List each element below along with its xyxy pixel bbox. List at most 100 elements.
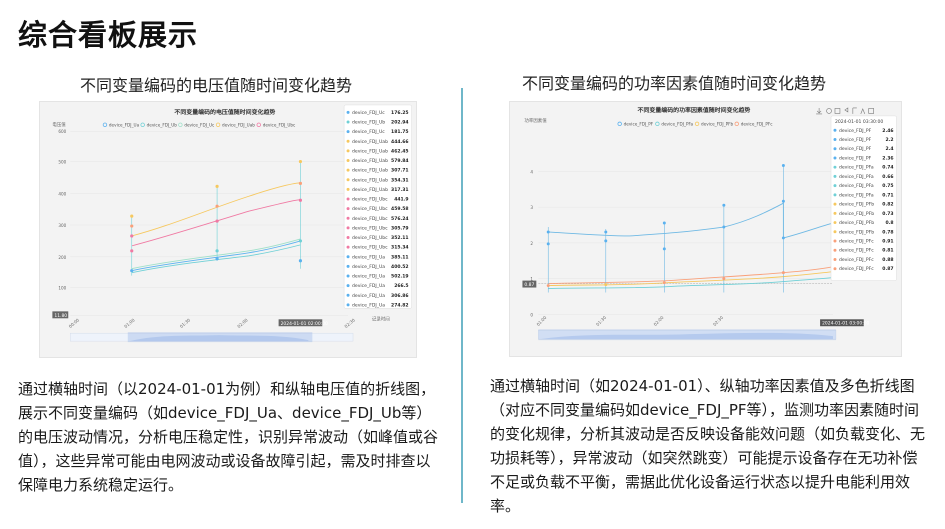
x-tick: 02:00 xyxy=(653,315,665,327)
tooltip-row-marker xyxy=(346,139,350,143)
power-factor-legend[interactable]: device_FDJ_PF device_FDJ_PFa device_FDJ_… xyxy=(617,121,773,126)
power-factor-description: 通过横轴时间（如2024-01-01）、纵轴功率因素值及多色折线图（对应不同变量… xyxy=(490,377,926,515)
legend-item-pf[interactable]: device_FDJ_PF xyxy=(617,121,654,126)
tooltip-row-name: device_FDJ_Ua xyxy=(352,254,385,260)
refresh-icon[interactable] xyxy=(826,108,832,114)
tooltip-row: device_FDJ_Ubc 459.58 xyxy=(346,206,409,212)
tooltip-row-marker xyxy=(346,255,350,259)
power-factor-y-axis-name: 功率因素值 xyxy=(524,117,547,124)
power-factor-chart-title: 不同变量编码的功率因素值随时间变化趋势 xyxy=(638,106,751,114)
tooltip-row-value: 352.11 xyxy=(391,235,409,241)
tooltip-row-marker xyxy=(833,156,837,160)
zoom-window[interactable] xyxy=(127,332,313,343)
x-pointer-label: 2024-01-01 02:00:00 xyxy=(281,321,328,327)
tooltip-row-value: 0.71 xyxy=(882,192,893,198)
tooltip-row: device_FDJ_PF 2.4 xyxy=(833,146,894,152)
svg-text:device_FDJ_PFb: device_FDJ_PFb xyxy=(701,121,734,126)
x-tick: 01:30 xyxy=(595,315,607,327)
tooltip-row: device_FDJ_PFb 0.78 xyxy=(833,229,894,235)
voltage-data-zoom[interactable] xyxy=(70,332,354,343)
tooltip-row-name: device_FDJ_PF xyxy=(839,155,872,161)
legend-item-pfc[interactable]: device_FDJ_PFc xyxy=(734,121,773,126)
voltage-legend[interactable]: device_FDJ_Ua device_FDJ_Ub device_FDJ_U… xyxy=(102,122,296,127)
series-line-pfa xyxy=(548,277,834,289)
tooltip-row-value: 441.9 xyxy=(394,197,408,203)
tooltip-row-marker xyxy=(833,184,837,188)
tooltip-row-value: 0.78 xyxy=(882,229,893,235)
tooltip-row-value: 0.91 xyxy=(882,238,893,244)
tooltip-row-marker xyxy=(833,174,837,178)
voltage-x-ticks: 00:00 01:00 01:30 02:00 02:30 xyxy=(68,317,356,329)
x-tick: 01:00 xyxy=(535,315,547,327)
tooltip-row-marker xyxy=(346,168,350,172)
tooltip-row: device_FDJ_PFa 0.71 xyxy=(833,192,894,198)
tooltip-row: device_FDJ_Uab 354.31 xyxy=(346,177,409,183)
restore-icon[interactable] xyxy=(852,107,857,114)
tooltip-row-value: 2.2 xyxy=(885,137,893,143)
zoom-window[interactable] xyxy=(538,329,836,341)
tooltip-row-marker xyxy=(346,187,350,191)
undo-icon[interactable] xyxy=(844,107,849,113)
power-factor-y-ticks: 4 3 2 1 0 xyxy=(530,169,533,317)
tooltip-row-name: device_FDJ_PFc xyxy=(839,257,874,263)
tooltip-row-name: device_FDJ_Ubc xyxy=(352,235,388,241)
tooltip-row: device_FDJ_PFc 0.81 xyxy=(833,248,894,254)
tooltip-row-value: 400.52 xyxy=(391,264,409,270)
power-factor-series xyxy=(548,202,834,289)
tooltip-row: device_FDJ_Ubc 305.79 xyxy=(346,225,409,231)
tooltip-row-marker xyxy=(833,193,837,197)
tooltip-row: device_FDJ_Ua 306.86 xyxy=(346,293,409,299)
tooltip-row-name: device_FDJ_Uab xyxy=(352,168,388,174)
tooltip-row: device_FDJ_PFb 0.73 xyxy=(833,211,894,217)
tooltip-row: device_FDJ_PFc 0.91 xyxy=(833,238,894,244)
chart-toolbar[interactable] xyxy=(816,107,874,115)
power-factor-chart[interactable]: 不同变量编码的功率因素值随时间变化趋势 device_FDJ_PF device… xyxy=(510,102,901,356)
tooltip-row-value: 317.31 xyxy=(391,187,409,193)
tooltip-row-name: device_FDJ_PFa xyxy=(839,174,874,180)
legend-item-uab[interactable]: device_FDJ_Uab xyxy=(215,122,255,127)
tooltip-row: device_FDJ_Uab 444.66 xyxy=(346,139,409,145)
tooltip-row-value: 385.11 xyxy=(391,254,409,260)
download-icon[interactable] xyxy=(816,107,823,115)
power-factor-chart-card[interactable]: 不同变量编码的功率因素值随时间变化趋势 device_FDJ_PF device… xyxy=(509,101,902,357)
tooltip-row-name: device_FDJ_PF xyxy=(839,128,872,134)
tooltip-row: device_FDJ_Ubc 315.34 xyxy=(346,245,409,251)
tooltip-row-marker xyxy=(346,274,350,278)
tooltip-row-name: device_FDJ_PFb xyxy=(839,220,874,226)
legend-item-ubc[interactable]: device_FDJ_Ubc xyxy=(256,122,296,127)
voltage-chart[interactable]: 不同变量编码的电压值随时间变化趋势 device_FDJ_Ua device_F… xyxy=(40,102,416,357)
legend-item-pfa[interactable]: device_FDJ_PFa xyxy=(655,121,694,126)
tooltip-row-name: device_FDJ_PFa xyxy=(839,165,874,171)
tooltip-row-value: 0.88 xyxy=(882,257,893,263)
svg-text:device_FDJ_PFa: device_FDJ_PFa xyxy=(661,121,693,126)
voltage-chart-card[interactable]: 不同变量编码的电压值随时间变化趋势 device_FDJ_Ua device_F… xyxy=(39,101,417,358)
legend-item-uc[interactable]: device_FDJ_Uc xyxy=(178,122,215,127)
tooltip-row: device_FDJ_Uab 579.84 xyxy=(346,158,409,164)
data-view-icon[interactable] xyxy=(860,108,866,115)
tooltip-row: device_FDJ_Uab 307.71 xyxy=(346,168,409,174)
y-pointer-label: 11.80 xyxy=(54,313,67,319)
svg-text:device_FDJ_Uab: device_FDJ_Uab xyxy=(222,122,255,127)
tooltip-row: device_FDJ_Ua 400.52 xyxy=(346,264,409,270)
svg-text:device_FDJ_Ub: device_FDJ_Ub xyxy=(147,122,178,127)
tooltip-row-name: device_FDJ_Uab xyxy=(352,139,388,145)
y-tick: 400 xyxy=(58,191,66,196)
save-image-icon[interactable] xyxy=(868,108,874,114)
tooltip-row: device_FDJ_PFa 0.66 xyxy=(833,174,894,180)
tooltip-row-marker xyxy=(346,284,350,288)
tooltip-row: device_FDJ_Ua 266.5 xyxy=(346,283,409,289)
tooltip-row-name: device_FDJ_Ubc xyxy=(352,197,388,203)
y-tick: 200 xyxy=(58,255,66,260)
legend-item-pfb[interactable]: device_FDJ_PFb xyxy=(694,121,734,126)
legend-item-ua[interactable]: device_FDJ_Ua xyxy=(102,122,140,127)
legend-item-ub[interactable]: device_FDJ_Ub xyxy=(140,122,178,127)
tooltip-row-name: device_FDJ_Ua xyxy=(352,293,385,299)
tooltip-row-value: 576.24 xyxy=(391,216,409,222)
tooltip-row-name: device_FDJ_PFa xyxy=(839,183,874,189)
zoom-icon[interactable] xyxy=(834,108,841,114)
tooltip-row-value: 444.66 xyxy=(391,139,409,145)
tooltip-row-name: device_FDJ_Uab xyxy=(352,177,388,183)
power-factor-data-zoom[interactable] xyxy=(538,329,837,341)
y-tick: 1 xyxy=(530,277,533,282)
